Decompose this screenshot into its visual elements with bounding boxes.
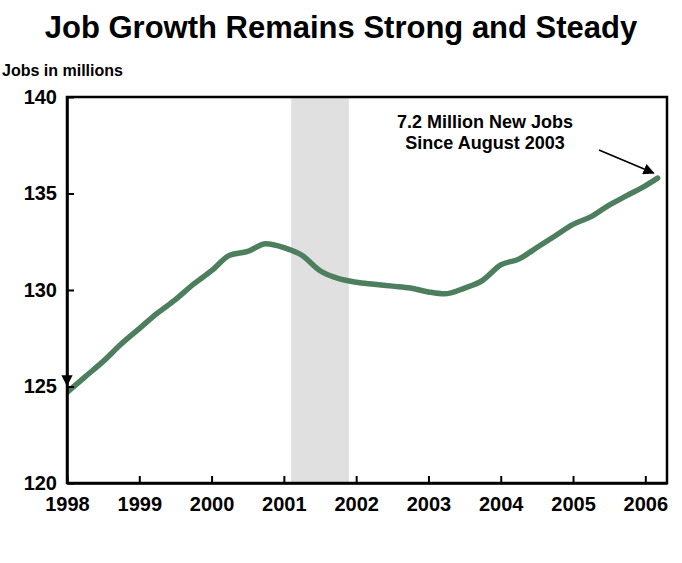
annotation-text: Since August 2003 bbox=[405, 133, 564, 153]
tick-label: 2003 bbox=[407, 493, 452, 515]
tick-label: 2000 bbox=[190, 493, 235, 515]
chart-container: Job Growth Remains Strong and Steady Jobs… bbox=[0, 0, 682, 563]
plot-frame bbox=[67, 97, 667, 483]
tick-label: 2002 bbox=[334, 493, 379, 515]
tick-label: 140 bbox=[24, 86, 57, 108]
tick-label: 125 bbox=[24, 375, 57, 397]
plot: 120 125 130 135 140 1998 1999 2000 2001 2002 2003 2… bbox=[24, 86, 668, 515]
tick-label: 135 bbox=[24, 182, 57, 204]
tick-label: 2005 bbox=[551, 493, 596, 515]
annotation-arrow bbox=[599, 150, 654, 173]
shaded-band bbox=[291, 97, 349, 483]
tick-label: 2004 bbox=[479, 493, 524, 515]
tick-label: 2001 bbox=[262, 493, 307, 515]
series-line bbox=[67, 178, 658, 392]
tick-label: 120 bbox=[24, 472, 57, 494]
tick-label: 2006 bbox=[624, 493, 669, 515]
annotation-arrow bbox=[66, 158, 68, 385]
tick-label: 130 bbox=[24, 279, 57, 301]
y-axis-label: Jobs in millions bbox=[2, 62, 123, 79]
chart-svg: Job Growth Remains Strong and Steady Jobs… bbox=[0, 0, 682, 563]
annotation: 7.2 Million New JobsSince August 2003 bbox=[67, 112, 654, 385]
annotation-text: 7.2 Million New Jobs bbox=[397, 112, 573, 132]
tick-label: 1999 bbox=[118, 493, 163, 515]
tick-label: 1998 bbox=[45, 493, 90, 515]
data-layer bbox=[67, 97, 658, 483]
title: Job Growth Remains Strong and Steady bbox=[45, 10, 638, 45]
